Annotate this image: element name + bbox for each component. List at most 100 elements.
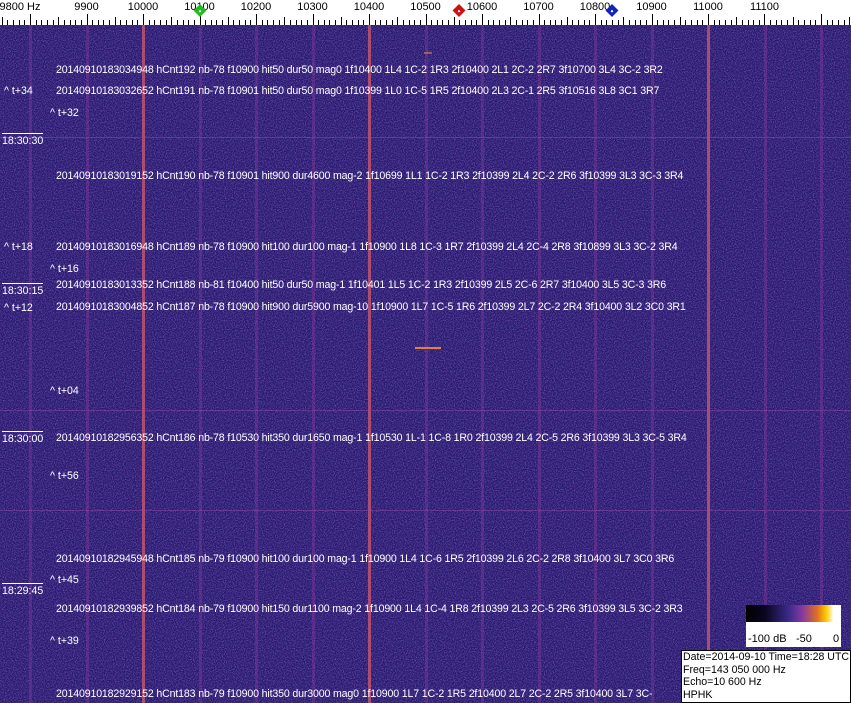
ruler-tick [476,20,477,25]
time-offset: ^ t+04 [50,385,79,397]
ruler-tick [256,14,257,25]
ruler-tick [239,20,240,25]
ruler-tick [273,20,274,25]
ruler-tick [533,20,534,25]
frequency-ruler[interactable]: 9800 Hz990010000101001020010300104001050… [0,0,851,25]
ruler-tick [572,20,573,25]
ruler-tick [522,20,523,25]
ruler-tick [87,14,88,25]
ruler-tick [821,14,822,25]
ruler-tick [685,20,686,25]
frequency-label: 10800 [579,1,611,13]
carrier-line [820,25,823,703]
time-offset: ^ t+16 [50,263,79,275]
time-label: 18:29:45 [2,583,44,597]
colorbar-label-mid: -50 [796,633,812,645]
ruler-tick [810,20,811,25]
ruler-tick [544,20,545,25]
ruler-tick [448,20,449,25]
ruler-tick [103,20,104,25]
ruler-tick [431,20,432,25]
ruler-tick [471,20,472,25]
ruler-tick [70,20,71,25]
meteor-echo [424,52,432,54]
ruler-tick [849,17,850,25]
ruler-tick [296,20,297,25]
ruler-tick [770,20,771,25]
carrier-line [481,25,484,703]
ruler-tick [482,14,483,25]
ruler-tick [115,17,116,25]
ruler-tick [386,20,387,25]
ruler-tick [781,20,782,25]
ruler-tick [13,20,14,25]
frequency-label: 10700 [523,1,554,13]
ruler-tick [19,20,20,25]
ruler-tick [612,20,613,25]
ruler-tick [154,20,155,25]
time-offset: ^ t+56 [50,470,79,482]
info-echo: Echo=10 600 Hz [683,676,762,688]
ruler-tick [166,20,167,25]
frequency-label: 11100 [750,1,779,13]
carrier-line [29,25,32,703]
ruler-tick [216,20,217,25]
detection-line: 20140910183034948 hCnt192 nb-78 f10900 h… [56,64,663,76]
ruler-tick [793,17,794,25]
time-offset: ^ t+18 [4,241,33,253]
red-marker-icon[interactable] [453,4,466,17]
ruler-tick [143,14,144,25]
ruler-tick [205,20,206,25]
ruler-tick [465,20,466,25]
ruler-tick [318,20,319,25]
ruler-tick [714,20,715,25]
ruler-tick [98,20,99,25]
ruler-tick [663,20,664,25]
ruler-tick [798,20,799,25]
ruler-tick [267,20,268,25]
info-frequency: Freq=143 050 000 Hz [683,663,786,676]
ruler-tick [329,20,330,25]
ruler-tick [550,20,551,25]
ruler-tick [697,20,698,25]
info-box: Date=2014-09-10 Time=18:28 UTC Freq=143 … [681,650,851,703]
ruler-tick [279,20,280,25]
frequency-label: 10000 [127,1,159,13]
carrier-line [763,25,767,703]
ruler-tick [776,20,777,25]
ruler-tick [606,20,607,25]
ruler-tick [132,20,133,25]
detection-line: 20140910182956352 hCnt186 nb-78 f10530 h… [56,432,687,444]
ruler-tick [516,20,517,25]
ruler-tick [578,20,579,25]
ruler-tick [120,20,121,25]
ruler-tick [764,14,765,25]
ruler-tick [346,20,347,25]
ruler-tick [58,17,59,25]
carrier-line [707,25,710,703]
ruler-tick [222,20,223,25]
ruler-tick [392,20,393,25]
carrier-line [311,25,315,703]
info-date-time: Date=2014-09-10 Time=18:28 UTC [683,651,850,663]
ruler-tick [2,17,3,25]
ruler-tick [313,14,314,25]
ruler-tick [109,20,110,25]
ruler-tick [635,20,636,25]
ruler-tick [844,20,845,25]
time-offset: ^ t+45 [50,574,79,586]
frequency-label: 10600 [466,1,498,13]
info-station: HPHK [683,688,713,701]
ruler-tick [657,20,658,25]
ruler-tick [742,20,743,25]
ruler-tick [403,20,404,25]
ruler-tick [668,20,669,25]
ruler-tick [352,20,353,25]
ruler-tick [92,20,93,25]
horizontal-interference-line [0,410,851,411]
frequency-label: 9900 [74,1,99,13]
ruler-tick [691,20,692,25]
ruler-tick [414,20,415,25]
detection-line: 20140910183013352 hCnt188 nb-81 f10400 h… [56,279,667,291]
ruler-tick [674,20,675,25]
